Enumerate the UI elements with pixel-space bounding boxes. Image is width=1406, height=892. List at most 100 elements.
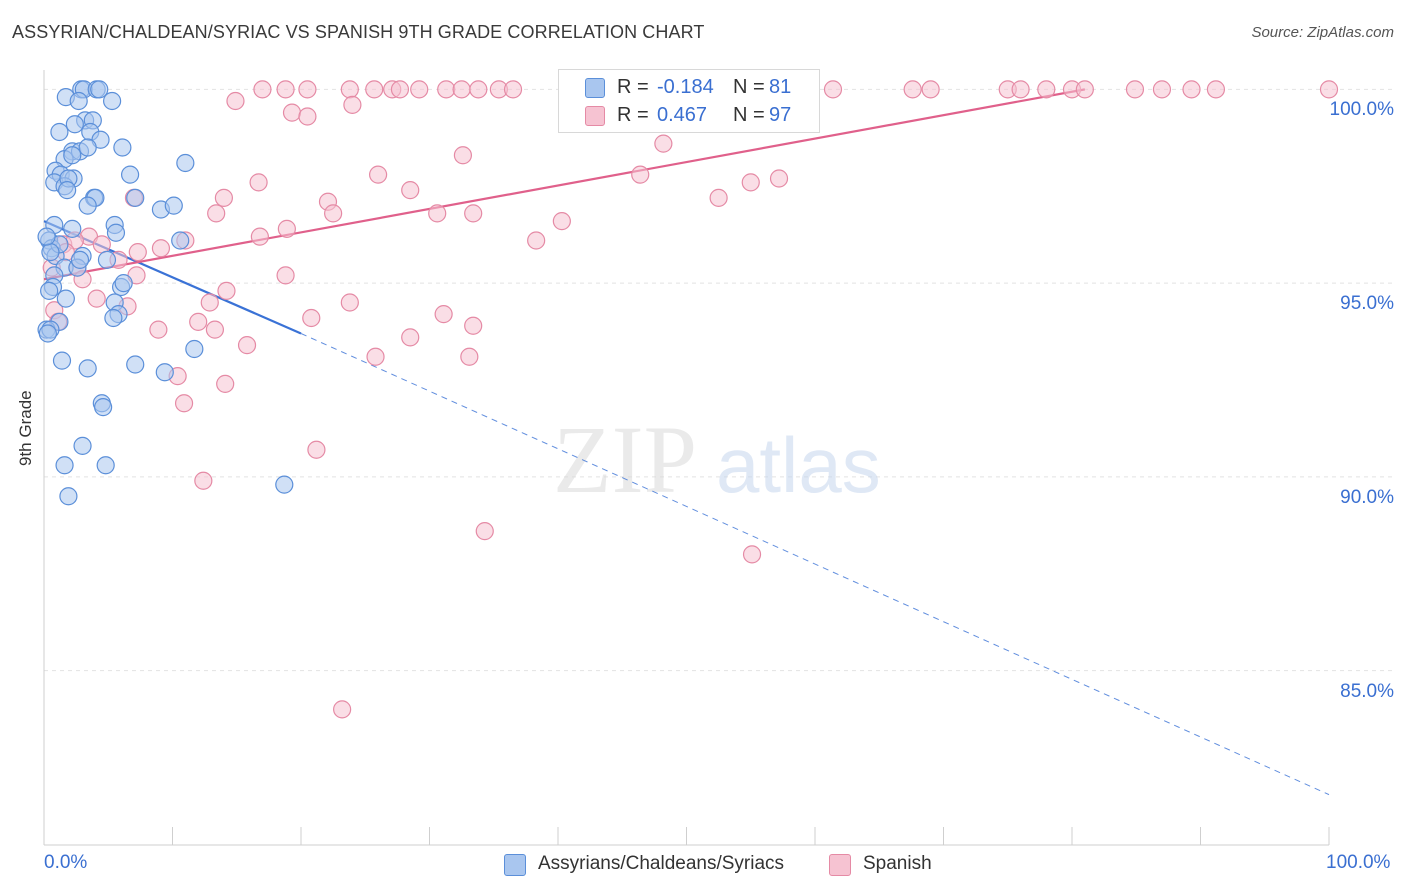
point-assyrian xyxy=(171,231,190,250)
n-value-spanish: 97 xyxy=(769,104,792,126)
point-spanish xyxy=(1011,80,1030,99)
point-spanish xyxy=(307,440,326,459)
point-spanish xyxy=(369,165,388,184)
point-assyrian xyxy=(96,456,115,475)
point-assyrian xyxy=(114,274,133,293)
legend-label-spanish: Spanish xyxy=(863,853,932,874)
point-assyrian xyxy=(113,138,132,157)
point-spanish xyxy=(340,293,359,312)
point-assyrian xyxy=(97,250,117,269)
point-spanish xyxy=(527,231,546,250)
point-spanish xyxy=(237,336,257,355)
point-spanish xyxy=(921,80,940,99)
point-assyrian xyxy=(185,339,204,359)
point-spanish xyxy=(1075,80,1094,99)
point-assyrian xyxy=(59,487,78,506)
point-assyrian xyxy=(78,138,97,157)
y-tick-label: 100.0% xyxy=(1329,99,1394,121)
point-spanish xyxy=(1037,80,1056,99)
point-spanish xyxy=(277,219,296,238)
point-spanish xyxy=(366,347,385,366)
point-spanish xyxy=(151,239,171,258)
point-spanish xyxy=(340,80,359,99)
point-spanish xyxy=(128,243,147,262)
trend-line-spanish xyxy=(43,88,1086,281)
r-value-spanish: 0.467 xyxy=(657,104,708,126)
point-assyrian xyxy=(56,289,75,308)
point-spanish xyxy=(343,95,362,114)
point-spanish xyxy=(226,91,245,111)
stats-row-assyrian: R = -0.184 N = 81 xyxy=(559,73,819,101)
point-assyrian xyxy=(275,475,294,494)
point-assyrian xyxy=(120,165,140,184)
point-spanish xyxy=(302,308,321,328)
point-spanish xyxy=(205,320,225,339)
point-spanish xyxy=(298,80,317,99)
point-spanish xyxy=(460,347,479,366)
point-spanish xyxy=(390,80,410,99)
y-tick-label: 90.0% xyxy=(1340,486,1394,508)
point-assyrian xyxy=(90,80,109,99)
point-assyrian xyxy=(37,227,56,246)
y-tick-label: 85.0% xyxy=(1340,680,1394,702)
x-tick-min: 0.0% xyxy=(44,852,88,873)
blue-swatch xyxy=(504,854,526,876)
y-tick-label: 95.0% xyxy=(1340,293,1394,315)
point-assyrian xyxy=(126,188,145,207)
point-assyrian xyxy=(52,351,72,370)
point-spanish xyxy=(401,328,420,347)
point-spanish xyxy=(217,281,236,300)
legend-label-assyrian: Assyrians/Chaldeans/Syriacs xyxy=(538,853,785,874)
point-assyrian xyxy=(38,324,57,343)
point-assyrian xyxy=(50,122,69,142)
point-spanish xyxy=(365,80,384,99)
point-assyrian xyxy=(69,91,88,111)
point-spanish xyxy=(742,545,762,564)
n-value-assyrian: 81 xyxy=(769,76,792,98)
point-assyrian xyxy=(73,436,92,455)
point-spanish xyxy=(200,293,219,312)
point-spanish xyxy=(207,204,226,223)
point-spanish xyxy=(469,80,488,99)
point-assyrian xyxy=(78,359,97,378)
r-value-assyrian: -0.184 xyxy=(657,76,714,98)
point-spanish xyxy=(1206,80,1226,99)
point-spanish xyxy=(1152,80,1172,99)
point-spanish xyxy=(401,181,420,200)
watermark: ZIP atlas xyxy=(553,406,881,513)
point-spanish xyxy=(464,204,483,223)
point-spanish xyxy=(174,394,194,413)
point-spanish xyxy=(709,188,728,207)
point-assyrian xyxy=(164,196,183,215)
grid-lines xyxy=(44,88,1392,672)
point-spanish xyxy=(552,212,571,231)
trend-line-assyrian-extension xyxy=(300,333,1330,796)
point-spanish xyxy=(194,471,213,490)
x-tick-max: 100.0% xyxy=(1326,852,1391,873)
point-spanish xyxy=(903,80,922,99)
point-spanish xyxy=(276,80,295,99)
n-label: N = xyxy=(733,76,765,98)
point-spanish xyxy=(282,103,302,122)
point-spanish xyxy=(453,146,473,165)
point-assyrian xyxy=(70,250,90,269)
point-assyrian xyxy=(103,91,122,111)
point-spanish xyxy=(214,188,233,207)
point-spanish xyxy=(769,169,789,188)
point-spanish xyxy=(503,80,523,99)
point-spanish xyxy=(324,204,343,223)
point-spanish xyxy=(216,374,235,393)
point-spanish xyxy=(452,80,471,99)
point-assyrian xyxy=(58,181,77,200)
r-label: R = xyxy=(617,104,649,126)
point-spanish xyxy=(654,134,673,153)
point-spanish xyxy=(333,700,352,719)
point-spanish xyxy=(1319,80,1339,99)
point-spanish xyxy=(434,305,453,324)
chart-source: Source: ZipAtlas.com xyxy=(1251,24,1394,41)
watermark-zip: ZIP xyxy=(553,406,697,513)
point-assyrian xyxy=(106,223,126,242)
point-assyrian xyxy=(126,355,145,374)
watermark-atlas: atlas xyxy=(716,421,881,509)
